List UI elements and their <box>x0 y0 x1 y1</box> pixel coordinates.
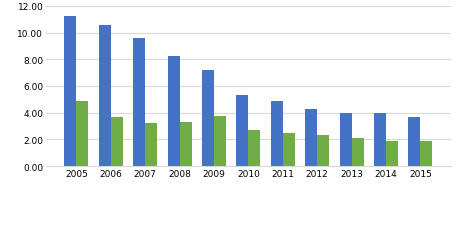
Bar <box>282 134 294 166</box>
Legend: ORG, GEN: ORG, GEN <box>209 227 286 231</box>
Bar <box>64 17 76 166</box>
Bar <box>373 113 385 166</box>
Bar <box>133 39 145 166</box>
Bar <box>420 142 431 166</box>
Bar <box>111 117 123 166</box>
Bar <box>351 138 363 166</box>
Bar <box>167 57 179 166</box>
Bar <box>145 123 157 166</box>
Bar <box>304 110 317 166</box>
Bar <box>236 96 248 166</box>
Bar <box>270 102 282 166</box>
Bar <box>202 71 213 166</box>
Bar <box>76 102 88 166</box>
Bar <box>339 114 351 166</box>
Bar <box>385 141 397 166</box>
Bar <box>408 118 420 166</box>
Bar <box>213 116 225 166</box>
Bar <box>99 25 111 166</box>
Bar <box>317 135 329 166</box>
Bar <box>248 131 260 166</box>
Bar <box>179 122 191 166</box>
